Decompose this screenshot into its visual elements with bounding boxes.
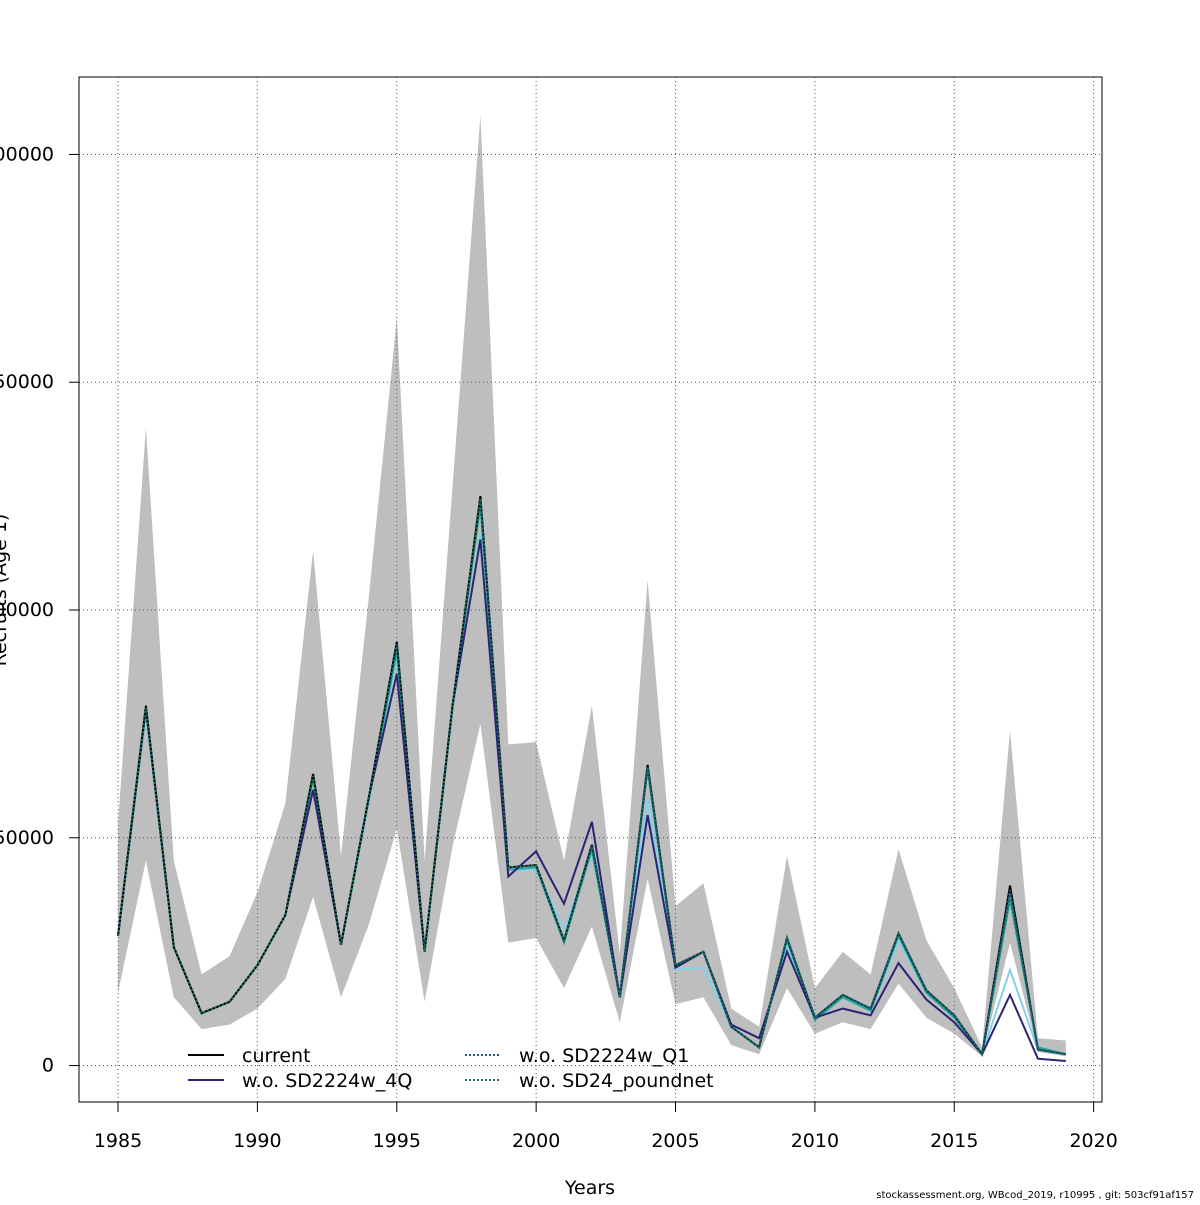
x-axis: 1985 1990 1995 2000 2005 2010 2015 2020 xyxy=(94,1102,1118,1152)
y-tick-label: 50000 xyxy=(0,827,54,849)
x-tick-label: 1985 xyxy=(94,1130,142,1152)
x-tick-label: 2010 xyxy=(791,1130,839,1152)
legend-label: current xyxy=(242,1045,311,1067)
series-layer xyxy=(117,495,1067,1062)
legend: current w.o. SD2224w_4Q w.o. SD2224w_Q1 w.o… xyxy=(188,1045,714,1092)
x-tick-label: 2020 xyxy=(1069,1130,1117,1152)
series-line-3 xyxy=(117,500,1066,1057)
y-axis-title: Recruits (Age 1) xyxy=(0,514,11,667)
legend-label: w.o. SD2224w_4Q xyxy=(242,1070,412,1092)
confidence-band-layer xyxy=(118,115,1066,1057)
confidence-band xyxy=(118,115,1066,1057)
footer-note: stockassessment.org, WBcod_2019, r10995 … xyxy=(876,1190,1194,1200)
legend-label: w.o. SD2224w_Q1 xyxy=(519,1045,689,1067)
x-tick-label: 2015 xyxy=(930,1130,978,1152)
y-tick-label: 0 xyxy=(42,1055,54,1077)
grid-layer xyxy=(79,77,1102,1102)
legend-label: w.o. SD24_poundnet xyxy=(519,1070,714,1092)
y-tick-label: 150000 xyxy=(0,371,54,393)
x-tick-label: 2005 xyxy=(651,1130,699,1152)
x-tick-label: 1995 xyxy=(373,1130,421,1152)
x-tick-label: 1990 xyxy=(233,1130,281,1152)
x-tick-label: 2000 xyxy=(512,1130,560,1152)
y-tick-label: 100000 xyxy=(0,599,54,621)
plot-frame xyxy=(78,76,1103,1103)
x-axis-title: Years xyxy=(564,1177,615,1199)
